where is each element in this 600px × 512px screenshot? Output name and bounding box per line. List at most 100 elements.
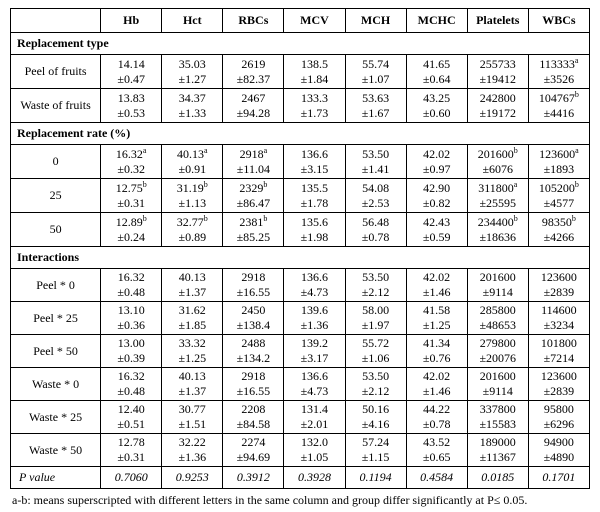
data-cell: 279800±20076 — [467, 335, 528, 368]
data-cell: 114600±3234 — [528, 302, 589, 335]
data-cell: 2274±94.69 — [223, 434, 284, 467]
table-row: Peel * 5013.00±0.3933.32±1.252488±134.21… — [11, 335, 590, 368]
data-cell: 135.5±1.78 — [284, 179, 345, 213]
data-cell: 201600±9114 — [467, 368, 528, 401]
row-label: Waste * 50 — [11, 434, 101, 467]
data-cell: 138.5±1.84 — [284, 55, 345, 89]
pvalue-cell: 0.3928 — [284, 467, 345, 489]
data-cell: 2467±94.28 — [223, 89, 284, 123]
data-cell: 139.6±1.36 — [284, 302, 345, 335]
row-label: 25 — [11, 179, 101, 213]
data-cell: 13.83±0.53 — [101, 89, 162, 123]
pvalue-cell: 0.7060 — [101, 467, 162, 489]
header-blank — [11, 9, 101, 33]
data-cell: 42.02±1.46 — [406, 368, 467, 401]
row-label: 50 — [11, 213, 101, 247]
pvalue-row: P value0.70600.92530.39120.39280.11940.4… — [11, 467, 590, 489]
data-cell: 135.6±1.98 — [284, 213, 345, 247]
data-cell: 53.50±2.12 — [345, 269, 406, 302]
data-cell: 12.40±0.51 — [101, 401, 162, 434]
data-cell: 2329b±86.47 — [223, 179, 284, 213]
data-cell: 32.22±1.36 — [162, 434, 223, 467]
pvalue-cell: 0.4584 — [406, 467, 467, 489]
data-cell: 133.3±1.73 — [284, 89, 345, 123]
data-cell: 50.16±4.16 — [345, 401, 406, 434]
data-cell: 189000±11367 — [467, 434, 528, 467]
header-wbcs: WBCs — [528, 9, 589, 33]
data-cell: 242800±19172 — [467, 89, 528, 123]
row-label: Peel * 0 — [11, 269, 101, 302]
data-cell: 201600b±6076 — [467, 145, 528, 179]
data-cell: 2918±16.55 — [223, 368, 284, 401]
data-cell: 12.75b±0.31 — [101, 179, 162, 213]
data-cell: 54.08±2.53 — [345, 179, 406, 213]
data-cell: 42.90±0.82 — [406, 179, 467, 213]
data-cell: 123600±2839 — [528, 269, 589, 302]
data-cell: 35.03±1.27 — [162, 55, 223, 89]
data-cell: 105200b±4577 — [528, 179, 589, 213]
pvalue-label: P value — [11, 467, 101, 489]
header-rbcs: RBCs — [223, 9, 284, 33]
table-row: Peel * 016.32±0.4840.13±1.372918±16.5513… — [11, 269, 590, 302]
data-cell: 131.4±2.01 — [284, 401, 345, 434]
data-cell: 40.13±1.37 — [162, 269, 223, 302]
data-cell: 42.02±1.46 — [406, 269, 467, 302]
header-hct: Hct — [162, 9, 223, 33]
data-cell: 41.58±1.25 — [406, 302, 467, 335]
row-label: 0 — [11, 145, 101, 179]
data-cell: 101800±7214 — [528, 335, 589, 368]
pvalue-cell: 0.1701 — [528, 467, 589, 489]
header-mcv: MCV — [284, 9, 345, 33]
data-cell: 123600±2839 — [528, 368, 589, 401]
header-mchc: MCHC — [406, 9, 467, 33]
data-cell: 2918±16.55 — [223, 269, 284, 302]
data-cell: 104767b±4416 — [528, 89, 589, 123]
data-cell: 123600a±1893 — [528, 145, 589, 179]
header-platelets: Platelets — [467, 9, 528, 33]
table-row: Peel * 2513.10±0.3631.62±1.852450±138.41… — [11, 302, 590, 335]
table-row: 5012.89b±0.2432.77b±0.892381b±85.25135.6… — [11, 213, 590, 247]
data-cell: 31.19b±1.13 — [162, 179, 223, 213]
data-cell: 2450±138.4 — [223, 302, 284, 335]
row-label: Peel of fruits — [11, 55, 101, 89]
data-cell: 53.50±1.41 — [345, 145, 406, 179]
data-cell: 132.0±1.05 — [284, 434, 345, 467]
section-header: Replacement type — [11, 33, 590, 55]
data-cell: 31.62±1.85 — [162, 302, 223, 335]
data-cell: 32.77b±0.89 — [162, 213, 223, 247]
data-cell: 255733±19412 — [467, 55, 528, 89]
section-header: Replacement rate (%) — [11, 123, 590, 145]
data-cell: 41.34±0.76 — [406, 335, 467, 368]
data-cell: 98350b±4266 — [528, 213, 589, 247]
data-cell: 136.6±3.15 — [284, 145, 345, 179]
data-cell: 285800±48653 — [467, 302, 528, 335]
data-cell: 34.37±1.33 — [162, 89, 223, 123]
data-cell: 2208±84.58 — [223, 401, 284, 434]
data-cell: 2488±134.2 — [223, 335, 284, 368]
pvalue-cell: 0.0185 — [467, 467, 528, 489]
data-cell: 16.32±0.48 — [101, 368, 162, 401]
table-row: Peel of fruits14.14±0.4735.03±1.272619±8… — [11, 55, 590, 89]
data-cell: 234400b±18636 — [467, 213, 528, 247]
table-header-row: HbHctRBCsMCVMCHMCHCPlateletsWBCs — [11, 9, 590, 33]
data-cell: 43.52±0.65 — [406, 434, 467, 467]
data-cell: 16.32±0.48 — [101, 269, 162, 302]
data-cell: 16.32a±0.32 — [101, 145, 162, 179]
data-cell: 94900±4890 — [528, 434, 589, 467]
data-cell: 42.43±0.59 — [406, 213, 467, 247]
data-cell: 136.6±4.73 — [284, 368, 345, 401]
row-label: Waste * 25 — [11, 401, 101, 434]
pvalue-cell: 0.9253 — [162, 467, 223, 489]
data-cell: 13.10±0.36 — [101, 302, 162, 335]
results-table: HbHctRBCsMCVMCHMCHCPlateletsWBCs Replace… — [10, 8, 590, 489]
data-cell: 337800±15583 — [467, 401, 528, 434]
data-cell: 139.2±3.17 — [284, 335, 345, 368]
section-header: Interactions — [11, 247, 590, 269]
table-row: Waste * 2512.40±0.5130.77±1.512208±84.58… — [11, 401, 590, 434]
data-cell: 44.22±0.78 — [406, 401, 467, 434]
row-label: Peel * 50 — [11, 335, 101, 368]
data-cell: 53.50±2.12 — [345, 368, 406, 401]
data-cell: 57.24±1.15 — [345, 434, 406, 467]
data-cell: 55.72±1.06 — [345, 335, 406, 368]
data-cell: 56.48±0.78 — [345, 213, 406, 247]
